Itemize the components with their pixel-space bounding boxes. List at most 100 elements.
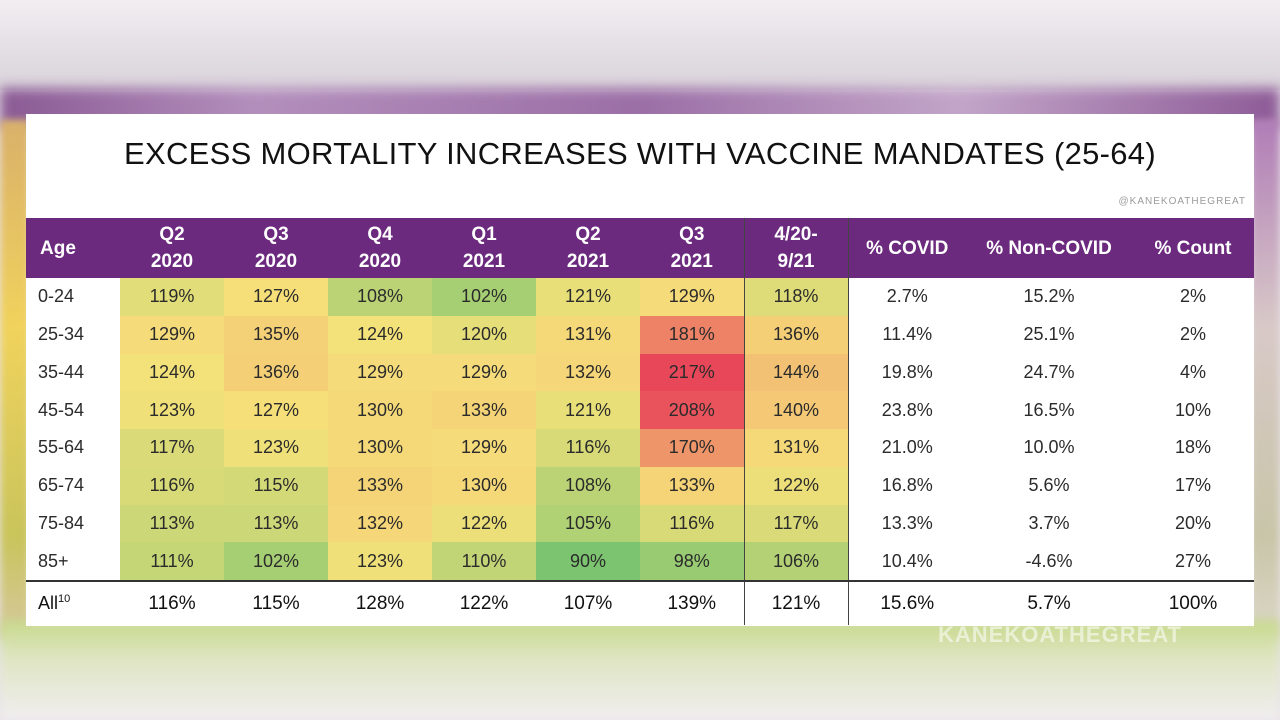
covid-percent: 21.0% bbox=[848, 429, 966, 467]
column-header-line1: % Count bbox=[1154, 237, 1232, 259]
heatmap-cell: 124% bbox=[328, 315, 432, 354]
age-group-label: 25-34 bbox=[26, 315, 120, 354]
covid-percent: 10.4% bbox=[848, 542, 966, 581]
column-header: Q2 2020 bbox=[120, 218, 224, 278]
heatmap-cell: 181% bbox=[640, 315, 744, 354]
background-left-edge bbox=[0, 120, 30, 640]
total-value: 121% bbox=[743, 580, 849, 625]
heatmap-cell: 116% bbox=[536, 429, 640, 467]
table-row: 65-74 116% 115% 133% 130% 108% 133% 122% 16.8% 5.… bbox=[26, 466, 1254, 505]
background-bottom bbox=[0, 620, 1280, 720]
heatmap-cell: 129% bbox=[432, 353, 536, 392]
table-row: 45-54 123% 127% 130% 133% 121% 208% 140% 23.8% 16… bbox=[26, 391, 1254, 429]
heatmap-cell: 121% bbox=[536, 391, 640, 429]
age-group-label: All10 bbox=[26, 580, 120, 625]
heatmap-cell: 124% bbox=[120, 353, 224, 392]
heatmap-cell: 117% bbox=[120, 429, 224, 467]
heatmap-cell: 132% bbox=[536, 353, 640, 392]
count-percent: 20% bbox=[1132, 504, 1254, 543]
heatmap-cell: 121% bbox=[536, 278, 640, 316]
table-row: 35-44 124% 136% 129% 129% 132% 217% 144% 19.8% 24… bbox=[26, 353, 1254, 392]
noncovid-percent: 5.6% bbox=[966, 466, 1132, 505]
heatmap-cell: 132% bbox=[328, 504, 432, 543]
heatmap-cell: 113% bbox=[224, 504, 328, 543]
heatmap-cell: 217% bbox=[640, 353, 744, 392]
table-row: 0-24 119% 127% 108% 102% 121% 129% 118% 2.7% 15.2… bbox=[26, 278, 1254, 316]
heatmap-cell: 133% bbox=[640, 466, 744, 505]
count-percent: 18% bbox=[1132, 429, 1254, 467]
column-header-line2: 2021 bbox=[670, 251, 713, 272]
column-header-line1: 4/20- bbox=[774, 224, 818, 245]
heatmap-cell: 116% bbox=[120, 466, 224, 505]
watermark-handle: @KANEKOATHEGREAT bbox=[1118, 196, 1246, 207]
heatmap-cell: 102% bbox=[224, 542, 328, 581]
column-header: % Non-COVID bbox=[966, 218, 1132, 278]
column-header: Q3 2021 bbox=[640, 218, 744, 278]
heatmap-cell: 131% bbox=[536, 315, 640, 354]
total-label: All bbox=[38, 593, 59, 613]
heatmap-cell: 98% bbox=[640, 542, 744, 581]
heatmap-cell: 144% bbox=[743, 353, 849, 392]
noncovid-percent: 16.5% bbox=[966, 391, 1132, 429]
total-value: 139% bbox=[640, 580, 744, 625]
heatmap-cell: 118% bbox=[743, 278, 849, 316]
column-header: 4/20- 9/21 bbox=[743, 218, 849, 278]
covid-percent: 19.8% bbox=[848, 353, 966, 392]
heatmap-cell: 110% bbox=[432, 542, 536, 581]
footnote-marker: 10 bbox=[58, 593, 71, 605]
heatmap-cell: 140% bbox=[743, 391, 849, 429]
heatmap-cell: 130% bbox=[328, 429, 432, 467]
covid-percent: 13.3% bbox=[848, 504, 966, 543]
heatmap-cell: 130% bbox=[328, 391, 432, 429]
heatmap-cell: 106% bbox=[743, 542, 849, 581]
age-group-label: 65-74 bbox=[26, 466, 120, 505]
heatmap-cell: 115% bbox=[224, 466, 328, 505]
table-body: 0-24 119% 127% 108% 102% 121% 129% 118% 2.7% 15.2… bbox=[26, 278, 1254, 625]
noncovid-percent: 24.7% bbox=[966, 353, 1132, 392]
heatmap-cell: 136% bbox=[224, 353, 328, 392]
covid-percent: 2.7% bbox=[848, 278, 966, 316]
count-percent: 2% bbox=[1132, 315, 1254, 354]
column-header: Age bbox=[26, 218, 120, 278]
slide-card: EXCESS MORTALITY INCREASES WITH VACCINE … bbox=[26, 114, 1254, 626]
count-percent: 4% bbox=[1132, 353, 1254, 392]
heatmap-cell: 122% bbox=[432, 504, 536, 543]
heatmap-cell: 133% bbox=[432, 391, 536, 429]
heatmap-cell: 116% bbox=[640, 504, 744, 543]
count-percent: 2% bbox=[1132, 278, 1254, 316]
count-percent: 27% bbox=[1132, 542, 1254, 581]
column-header-line2: 9/21 bbox=[777, 251, 815, 272]
heatmap-cell: 123% bbox=[328, 542, 432, 581]
noncovid-percent: 25.1% bbox=[966, 315, 1132, 354]
heatmap-cell: 122% bbox=[743, 466, 849, 505]
column-header-line1: Q3 bbox=[679, 224, 705, 245]
total-value: 116% bbox=[120, 580, 224, 625]
column-header-line1: % Non-COVID bbox=[986, 237, 1112, 259]
background-right-edge bbox=[1250, 120, 1280, 640]
column-header-line2: 2020 bbox=[254, 251, 298, 272]
covid-percent: 11.4% bbox=[848, 315, 966, 354]
total-value: 115% bbox=[224, 580, 328, 625]
heatmap-cell: 108% bbox=[328, 278, 432, 316]
column-header: Q4 2020 bbox=[328, 218, 432, 278]
heatmap-cell: 129% bbox=[640, 278, 744, 316]
age-group-label: 45-54 bbox=[26, 391, 120, 429]
heatmap-cell: 123% bbox=[120, 391, 224, 429]
column-header: Q1 2021 bbox=[432, 218, 536, 278]
covid-percent: 16.8% bbox=[848, 466, 966, 505]
table-row: 55-64 117% 123% 130% 129% 116% 170% 131% 21.0% 10… bbox=[26, 429, 1254, 467]
heatmap-cell: 102% bbox=[432, 278, 536, 316]
table-header-row: Age Q2 2020 Q3 2020 Q4 2020 Q1 2021 Q2 2021 Q3 2021 4… bbox=[26, 218, 1254, 278]
column-header-line1: Q4 bbox=[367, 224, 393, 245]
mortality-table: Age Q2 2020 Q3 2020 Q4 2020 Q1 2021 Q2 2021 Q3 2021 4… bbox=[26, 218, 1254, 625]
slide-title: EXCESS MORTALITY INCREASES WITH VACCINE … bbox=[124, 136, 1156, 171]
age-group-label: 85+ bbox=[26, 542, 120, 581]
column-header: % COVID bbox=[848, 218, 966, 278]
heatmap-cell: 129% bbox=[432, 429, 536, 467]
total-count-percent: 100% bbox=[1132, 580, 1254, 625]
heatmap-cell: 129% bbox=[120, 315, 224, 354]
total-covid-percent: 15.6% bbox=[848, 580, 966, 625]
column-header-line2: 2020 bbox=[150, 251, 194, 272]
heatmap-cell: 111% bbox=[120, 542, 224, 581]
age-group-label: 55-64 bbox=[26, 429, 120, 467]
